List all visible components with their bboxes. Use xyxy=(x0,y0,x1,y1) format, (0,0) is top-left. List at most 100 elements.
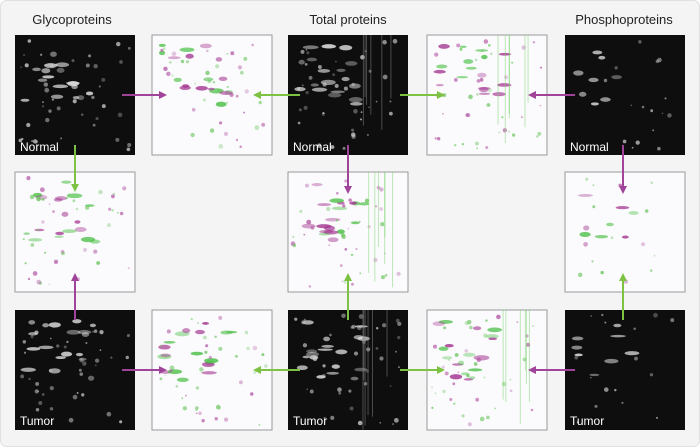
spot xyxy=(592,205,596,209)
spot xyxy=(621,235,629,239)
spot xyxy=(99,349,102,351)
spot xyxy=(442,389,446,394)
spot xyxy=(330,145,335,150)
spot xyxy=(79,372,84,376)
spot xyxy=(261,122,266,127)
spot xyxy=(341,280,344,283)
spot xyxy=(181,397,184,400)
spot xyxy=(624,351,640,356)
column-title: Phosphoproteins xyxy=(575,12,673,27)
spot xyxy=(604,358,619,364)
spot xyxy=(205,344,209,348)
spot xyxy=(532,41,536,44)
spot xyxy=(53,326,55,329)
spot xyxy=(317,65,322,69)
spot xyxy=(195,86,208,91)
gel-panel xyxy=(288,35,408,155)
spot xyxy=(359,272,362,275)
spot xyxy=(397,321,402,326)
spot xyxy=(167,56,181,60)
spot xyxy=(44,251,47,254)
spot xyxy=(298,108,302,112)
spot xyxy=(20,66,23,69)
spot xyxy=(469,325,473,330)
spot xyxy=(525,334,529,338)
spot xyxy=(600,97,611,102)
spot xyxy=(239,145,242,148)
spot xyxy=(52,84,69,89)
column-title: Glycoproteins xyxy=(32,12,112,27)
spot xyxy=(215,64,220,69)
spot xyxy=(34,228,45,232)
spot xyxy=(539,104,542,107)
spot xyxy=(442,113,444,115)
spot xyxy=(509,389,513,393)
spot xyxy=(38,345,54,350)
spot xyxy=(476,147,479,150)
spot xyxy=(198,411,202,415)
spot xyxy=(348,198,352,202)
spot xyxy=(60,249,65,254)
spot xyxy=(435,83,444,87)
spot xyxy=(508,130,510,133)
spot xyxy=(375,327,379,330)
spot xyxy=(306,51,310,55)
spot xyxy=(207,79,212,84)
spot xyxy=(190,317,193,321)
spot xyxy=(644,209,649,213)
spot xyxy=(492,92,506,97)
spot xyxy=(638,40,642,44)
spot xyxy=(96,261,101,265)
spot xyxy=(379,207,383,211)
spot xyxy=(459,47,463,51)
spot xyxy=(449,397,453,402)
spot xyxy=(467,422,472,427)
spot xyxy=(350,221,360,225)
spot xyxy=(481,49,484,53)
spot xyxy=(190,132,195,138)
spot xyxy=(312,356,318,362)
spot xyxy=(82,361,87,366)
spot xyxy=(199,43,212,49)
spot xyxy=(447,358,451,362)
spot xyxy=(379,356,384,361)
spot xyxy=(85,63,90,68)
spot xyxy=(42,105,45,108)
spot xyxy=(56,106,61,111)
spot xyxy=(80,113,84,116)
spot xyxy=(127,46,131,50)
spot xyxy=(375,347,379,350)
spot xyxy=(116,211,119,214)
spot xyxy=(72,199,76,203)
spot xyxy=(203,335,207,340)
spot xyxy=(185,53,194,59)
spot xyxy=(359,118,363,121)
spot xyxy=(223,131,229,136)
spot xyxy=(350,253,354,257)
spot xyxy=(99,330,104,335)
spot xyxy=(465,113,470,117)
spot xyxy=(653,254,656,257)
spot xyxy=(55,62,70,68)
spot xyxy=(358,202,370,206)
spot xyxy=(88,54,92,58)
spot xyxy=(350,325,354,329)
spot xyxy=(258,423,261,426)
spot xyxy=(218,346,223,351)
spot xyxy=(382,39,387,45)
spot xyxy=(590,376,592,379)
spot xyxy=(55,356,67,360)
spot xyxy=(310,83,319,87)
spot xyxy=(201,322,210,325)
spot xyxy=(85,341,88,345)
spot xyxy=(51,98,54,101)
spot xyxy=(306,388,309,391)
spot xyxy=(453,402,456,406)
spot xyxy=(583,241,588,247)
spot xyxy=(488,44,491,47)
spot xyxy=(89,323,97,328)
spot xyxy=(185,394,188,397)
spot xyxy=(160,48,164,52)
spot xyxy=(30,243,35,247)
spot xyxy=(490,52,493,56)
